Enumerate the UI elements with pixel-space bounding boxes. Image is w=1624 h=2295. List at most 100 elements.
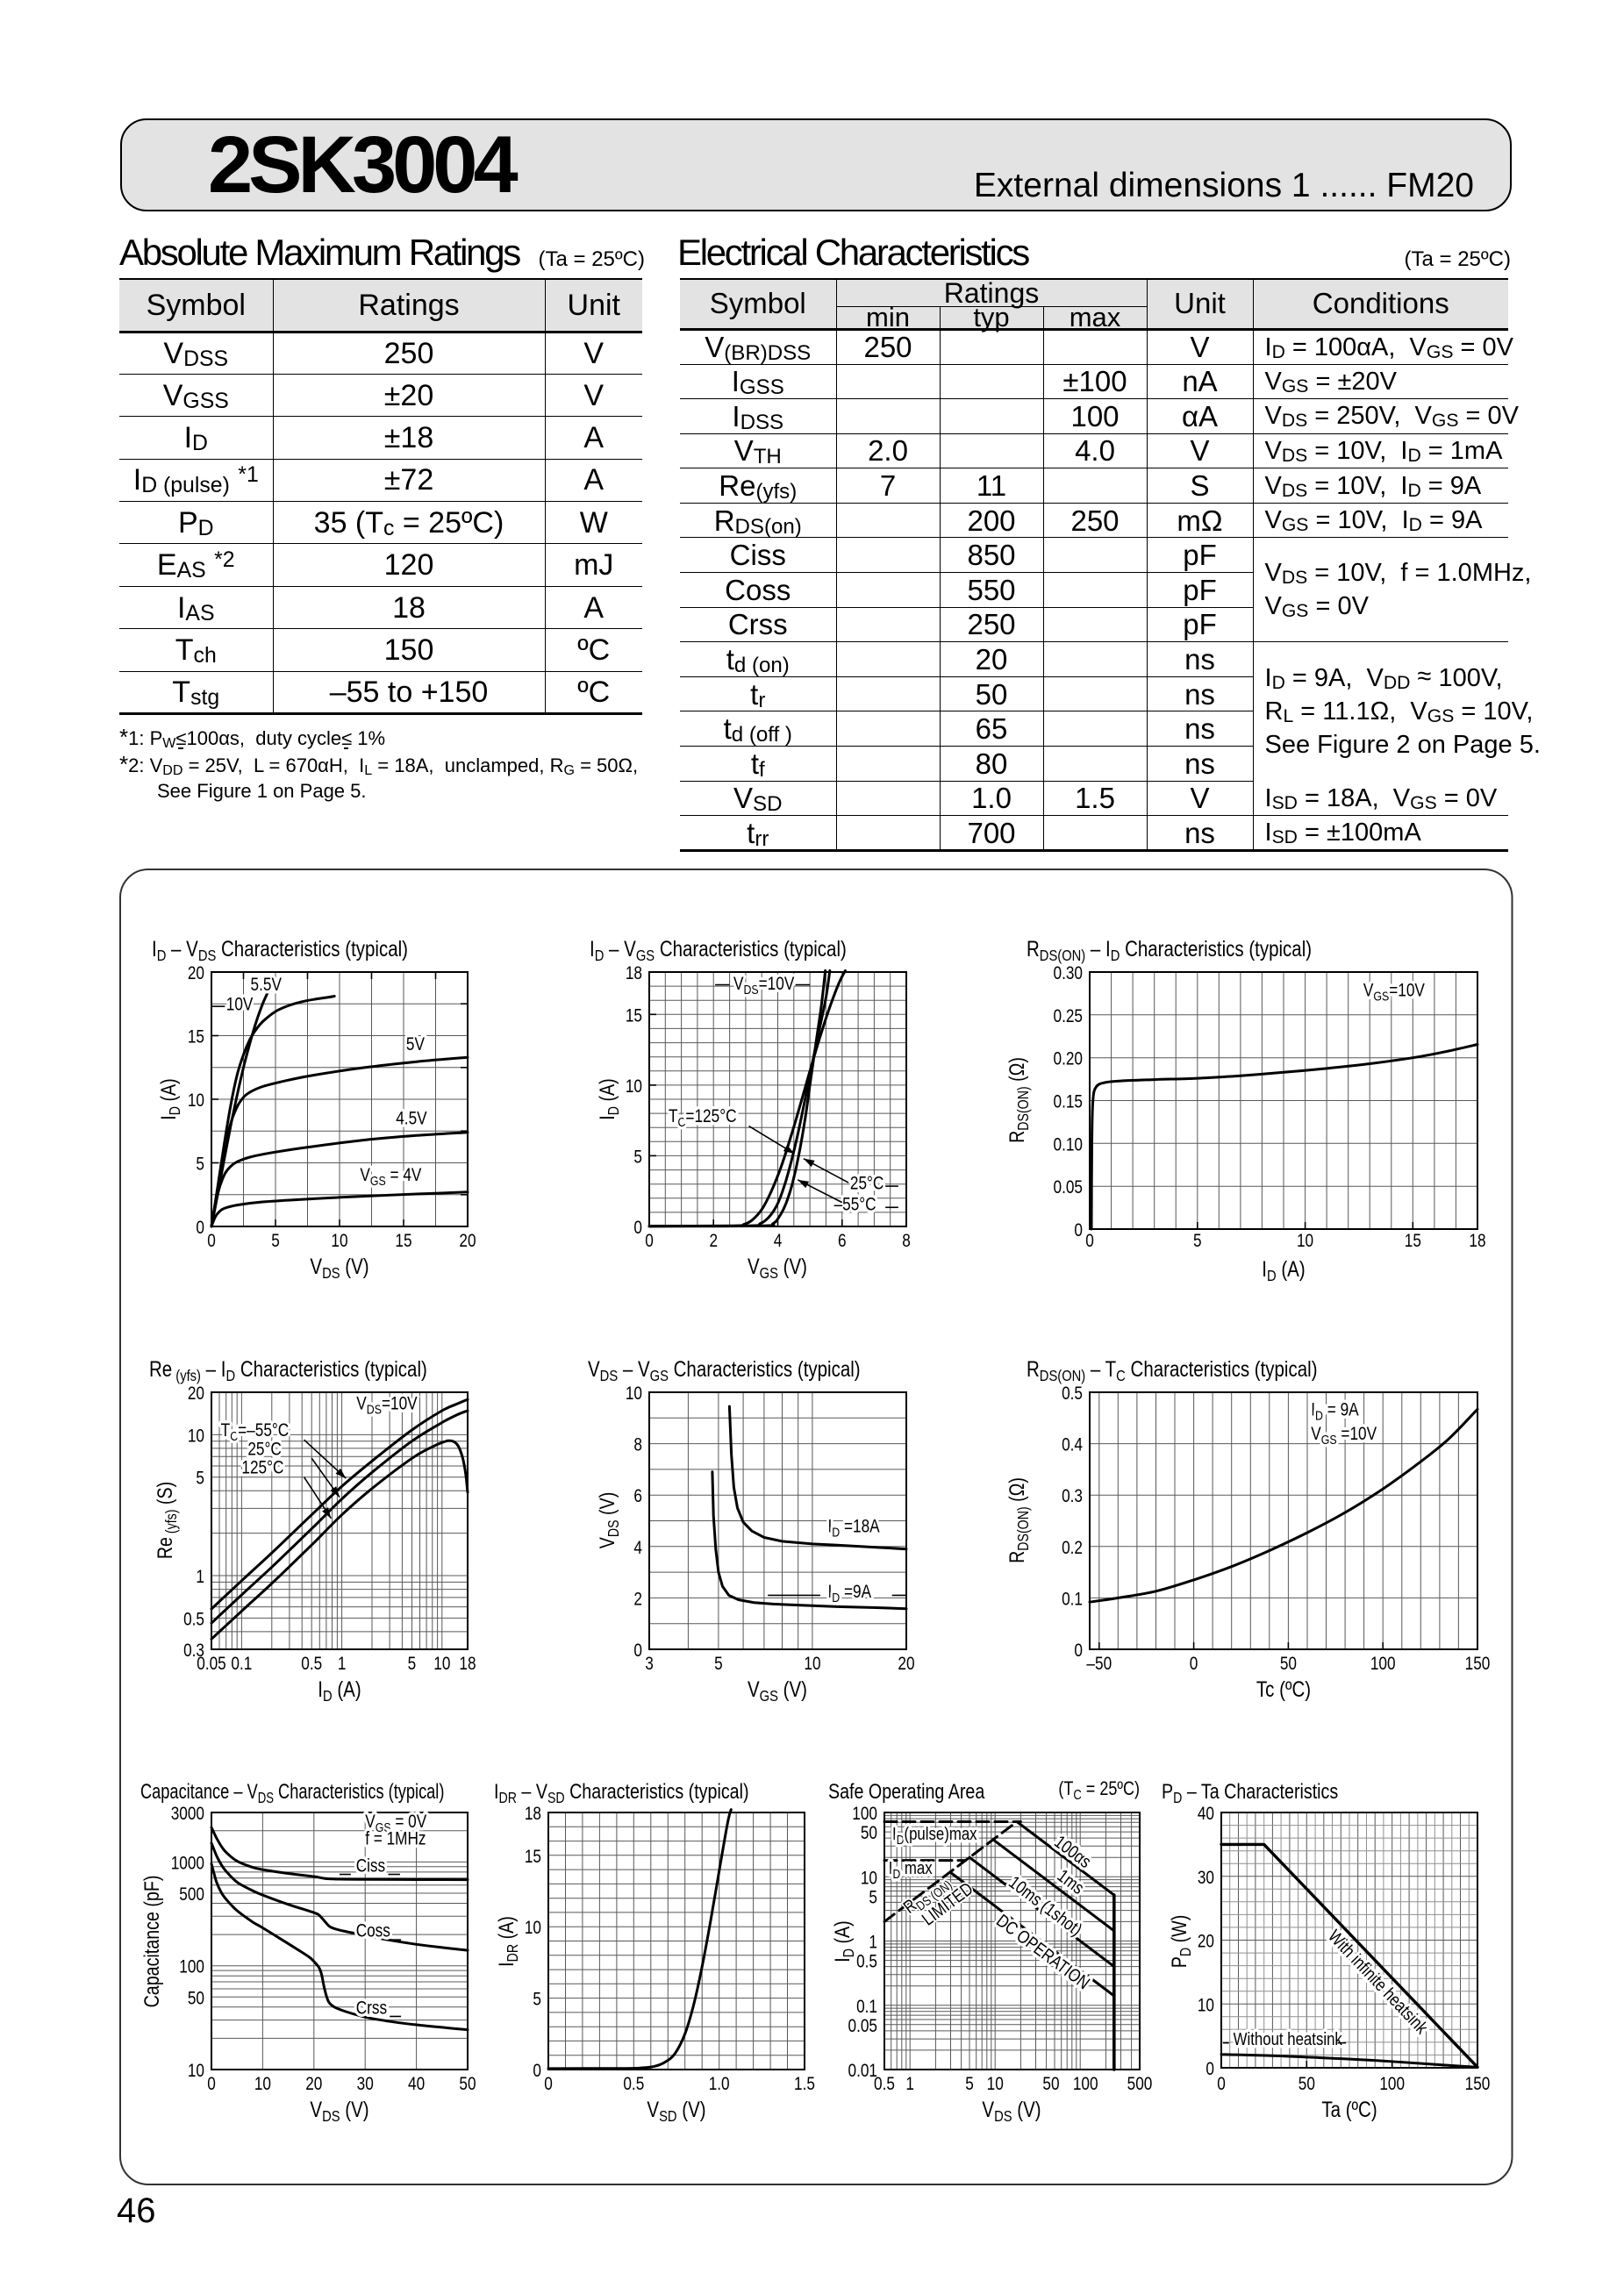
- svg-text:1.0: 1.0: [709, 2075, 730, 2095]
- svg-text:10: 10: [433, 1655, 450, 1675]
- svg-text:ID – VDS Characteristics (typ: ID – VDS Characteristics (typical): [152, 936, 408, 964]
- svg-text:50: 50: [459, 2075, 476, 2095]
- svg-text:0.1: 0.1: [231, 1655, 252, 1675]
- svg-text:5: 5: [869, 1888, 877, 1908]
- svg-text:25°C: 25°C: [850, 1174, 884, 1194]
- svg-text:500: 500: [1127, 2075, 1153, 2095]
- svg-text:50: 50: [1280, 1655, 1297, 1675]
- svg-text:10: 10: [525, 1919, 541, 1939]
- svg-text:5: 5: [633, 1148, 642, 1168]
- svg-text:0.05: 0.05: [848, 2016, 877, 2036]
- svg-text:5: 5: [196, 1155, 204, 1175]
- svg-text:VGS = 0V: VGS = 0V: [365, 1812, 426, 1835]
- svg-text:10V: 10V: [226, 995, 254, 1015]
- svg-text:ID(pulse)max: ID(pulse)max: [892, 1823, 977, 1847]
- svg-text:0: 0: [1217, 2075, 1226, 2095]
- svg-text:0: 0: [207, 1232, 216, 1252]
- svg-text:Safe Operating Area: Safe Operating Area: [828, 1779, 985, 1803]
- svg-text:10: 10: [626, 1076, 642, 1097]
- svg-text:0: 0: [1085, 1232, 1094, 1252]
- svg-text:18: 18: [459, 1655, 476, 1675]
- svg-text:10: 10: [804, 1655, 820, 1675]
- svg-text:0.5: 0.5: [874, 2075, 895, 2095]
- svg-text:VDS (V): VDS (V): [310, 1254, 368, 1282]
- svg-text:0.05: 0.05: [197, 1655, 226, 1675]
- svg-text:ID (A): ID (A): [1262, 1256, 1305, 1284]
- svg-text:15: 15: [1405, 1232, 1421, 1252]
- svg-text:5: 5: [714, 1655, 723, 1675]
- svg-text:0.20: 0.20: [1053, 1049, 1083, 1069]
- svg-text:0.5: 0.5: [301, 1655, 322, 1675]
- svg-text:5V: 5V: [406, 1035, 425, 1055]
- svg-text:150: 150: [1465, 1655, 1491, 1675]
- svg-text:40: 40: [408, 2075, 425, 2095]
- svg-text:20: 20: [898, 1655, 914, 1675]
- svg-text:1.5: 1.5: [794, 2075, 815, 2095]
- svg-text:1: 1: [905, 2075, 914, 2095]
- svg-text:ID – VGS Characteristics (typ: ID – VGS Characteristics (typical): [590, 936, 847, 964]
- svg-text:0: 0: [207, 2075, 216, 2095]
- svg-text:50: 50: [1298, 2075, 1315, 2095]
- svg-text:15: 15: [395, 1232, 411, 1252]
- svg-text:0.01: 0.01: [848, 2062, 877, 2082]
- svg-text:Capacitance (pF): Capacitance (pF): [140, 1876, 163, 2008]
- svg-text:RDS(ON) (Ω): RDS(ON) (Ω): [1005, 1057, 1032, 1143]
- svg-text:5: 5: [533, 1990, 541, 2010]
- svg-text:20: 20: [459, 1232, 476, 1252]
- svg-text:3000: 3000: [171, 1805, 204, 1825]
- svg-text:Capacitance – VDS Characteris: Capacitance – VDS Characteristics (typic…: [140, 1780, 444, 1807]
- svg-text:Ciss: Ciss: [356, 1856, 385, 1877]
- svg-text:0.5: 0.5: [183, 1610, 204, 1630]
- svg-text:0.25: 0.25: [1053, 1006, 1083, 1026]
- svg-text:ID max: ID max: [889, 1858, 933, 1882]
- svg-text:VGS (V): VGS (V): [748, 1254, 807, 1282]
- svg-text:Re (yfs) – ID Characteristics: Re (yfs) – ID Characteristics (typical): [149, 1356, 427, 1384]
- svg-text:VGS=10V: VGS=10V: [1363, 981, 1425, 1004]
- svg-text:VDS (V): VDS (V): [982, 2097, 1041, 2125]
- svg-text:1: 1: [869, 1933, 877, 1953]
- svg-text:10: 10: [987, 2075, 1004, 2095]
- svg-text:6: 6: [838, 1232, 847, 1252]
- svg-text:1: 1: [196, 1568, 204, 1588]
- svg-text:10: 10: [626, 1384, 642, 1405]
- svg-text:10: 10: [188, 2062, 204, 2082]
- svg-text:20: 20: [1198, 1932, 1214, 1952]
- svg-text:50: 50: [861, 1824, 877, 1844]
- svg-text:RDS(ON) (Ω): RDS(ON) (Ω): [1005, 1477, 1032, 1563]
- svg-text:0: 0: [633, 1641, 642, 1662]
- svg-text:VGS = 4V: VGS = 4V: [360, 1165, 421, 1188]
- svg-text:VDS (V): VDS (V): [310, 2097, 368, 2125]
- svg-text:VGS (V): VGS (V): [748, 1677, 807, 1705]
- svg-text:100: 100: [1073, 2075, 1098, 2095]
- svg-text:1: 1: [338, 1655, 347, 1675]
- svg-text:0.5: 0.5: [856, 1952, 877, 1972]
- svg-text:8: 8: [633, 1435, 642, 1455]
- svg-text:ID =18A: ID =18A: [827, 1517, 879, 1540]
- svg-text:150: 150: [1465, 2075, 1491, 2095]
- svg-text:ID = 9A: ID = 9A: [1311, 1400, 1359, 1423]
- svg-text:ID (A): ID (A): [318, 1677, 361, 1705]
- svg-text:Ta (ºC): Ta (ºC): [1321, 2097, 1377, 2121]
- svg-text:15: 15: [188, 1027, 204, 1047]
- svg-text:3: 3: [645, 1655, 654, 1675]
- svg-text:5: 5: [1193, 1232, 1202, 1252]
- svg-text:0.05: 0.05: [1053, 1178, 1083, 1198]
- svg-text:15: 15: [525, 1847, 541, 1867]
- svg-text:0.5: 0.5: [1062, 1384, 1083, 1405]
- svg-text:30: 30: [357, 2075, 374, 2095]
- svg-text:0: 0: [633, 1219, 642, 1239]
- svg-text:6: 6: [633, 1487, 642, 1507]
- svg-text:40: 40: [1198, 1805, 1214, 1825]
- svg-text:50: 50: [1042, 2075, 1059, 2095]
- svg-text:0: 0: [544, 2075, 553, 2095]
- svg-text:10: 10: [861, 1869, 877, 1889]
- svg-text:Tc (ºC): Tc (ºC): [1256, 1677, 1311, 1701]
- svg-text:VDS=10V: VDS=10V: [356, 1394, 418, 1417]
- svg-text:0: 0: [1190, 1655, 1198, 1675]
- svg-text:18: 18: [626, 964, 642, 984]
- svg-text:10: 10: [188, 1091, 204, 1112]
- svg-text:0: 0: [1205, 2060, 1214, 2080]
- svg-text:500: 500: [179, 1885, 204, 1905]
- svg-text:VDS – VGS Characteristics (ty: VDS – VGS Characteristics (typical): [588, 1356, 861, 1384]
- svg-text:0.3: 0.3: [1062, 1487, 1083, 1507]
